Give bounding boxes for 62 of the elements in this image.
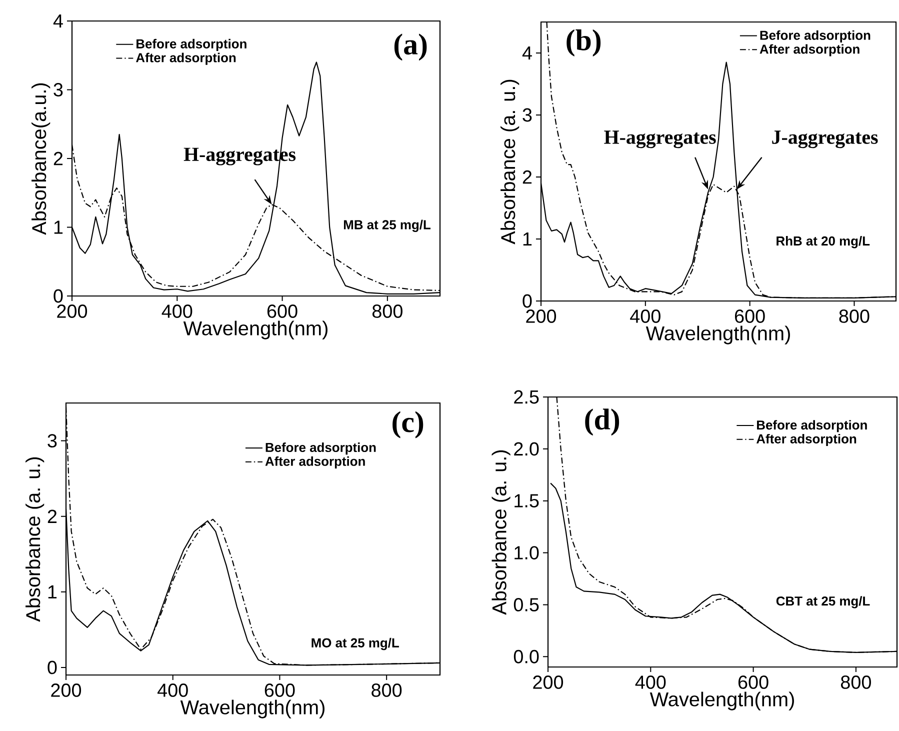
y-tick-label: 2 bbox=[522, 170, 532, 184]
annotation: CBT at 25 mg/L bbox=[776, 596, 870, 608]
annotation: MB at 25 mg/L bbox=[344, 220, 430, 232]
x-tick-label: 200 bbox=[51, 684, 82, 697]
y-axis-title: Absorbance (a. u.) bbox=[500, 80, 520, 244]
x-tick-label: 600 bbox=[738, 676, 768, 689]
x-tick-label: 800 bbox=[372, 304, 402, 318]
legend-label: After adsorption bbox=[760, 44, 860, 56]
x-tick-label: 800 bbox=[840, 676, 871, 689]
y-axis-title: Absorbance (a. u.) bbox=[492, 450, 510, 615]
y-tick-label: 0.5 bbox=[514, 598, 539, 612]
y-tick-label: 1.0 bbox=[514, 546, 539, 560]
y-tick-label: 2.5 bbox=[514, 390, 539, 404]
x-axis-title: Wavelength(nm) bbox=[183, 320, 328, 340]
x-axis-title: Wavelength(nm) bbox=[180, 700, 324, 718]
annotation: RhB at 20 mg/L bbox=[776, 236, 870, 248]
y-tick-label: 4 bbox=[53, 14, 63, 28]
annotation: (d) bbox=[585, 408, 620, 436]
y-tick-label: 2 bbox=[54, 152, 63, 166]
legend-label: Before adsorption bbox=[757, 420, 867, 432]
x-tick-label: 200 bbox=[57, 304, 88, 318]
x-tick-label: 600 bbox=[267, 304, 298, 318]
legend-label: After adsorption bbox=[136, 52, 236, 65]
y-tick-label: 1 bbox=[54, 220, 63, 234]
x-tick-label: 200 bbox=[533, 676, 564, 689]
y-tick-label: 0 bbox=[522, 294, 532, 308]
x-tick-label: 400 bbox=[162, 304, 192, 318]
y-tick-label: 0 bbox=[54, 289, 63, 303]
legend-label: Before adsorption bbox=[760, 30, 870, 42]
y-tick-label: 2.0 bbox=[514, 442, 539, 456]
annotation: MO at 25 mg/L bbox=[312, 638, 399, 650]
y-tick-label: 1 bbox=[523, 232, 532, 246]
annotation: (b) bbox=[566, 29, 601, 56]
annotation: J-aggregates bbox=[772, 130, 878, 148]
x-tick-label: 400 bbox=[635, 676, 666, 689]
annotation: (a) bbox=[394, 34, 427, 61]
legend-label: Before adsorption bbox=[266, 442, 376, 455]
y-tick-label: 3 bbox=[522, 108, 532, 122]
x-tick-label: 400 bbox=[630, 310, 660, 323]
y-tick-label: 0 bbox=[48, 660, 57, 674]
legend-label: After adsorption bbox=[265, 456, 365, 468]
x-tick-label: 200 bbox=[526, 310, 556, 323]
x-axis-title: Wavelength(nm) bbox=[646, 326, 790, 344]
legend-label: After adsorption bbox=[756, 434, 856, 446]
annotation: (c) bbox=[392, 411, 424, 438]
x-tick-label: 600 bbox=[734, 310, 765, 323]
x-tick-label: 800 bbox=[372, 684, 402, 697]
y-tick-label: 2 bbox=[48, 510, 57, 523]
x-axis-title: Wavelength(nm) bbox=[650, 692, 794, 710]
x-tick-label: 600 bbox=[264, 684, 295, 697]
y-tick-label: 1 bbox=[48, 585, 57, 598]
y-tick-label: 0.0 bbox=[514, 650, 539, 664]
y-axis-title: Absorbance (a. u.) bbox=[26, 457, 44, 622]
annotation: H-aggregates bbox=[604, 130, 716, 148]
y-tick-label: 3 bbox=[48, 434, 57, 448]
y-axis-title: Absorbance(a.u.) bbox=[32, 83, 50, 235]
y-tick-label: 1.5 bbox=[514, 494, 539, 508]
x-tick-label: 800 bbox=[839, 310, 870, 323]
y-tick-label: 3 bbox=[54, 83, 63, 96]
legend-label: Before adsorption bbox=[136, 38, 246, 52]
x-tick-label: 400 bbox=[158, 684, 188, 697]
y-tick-label: 4 bbox=[522, 46, 532, 60]
